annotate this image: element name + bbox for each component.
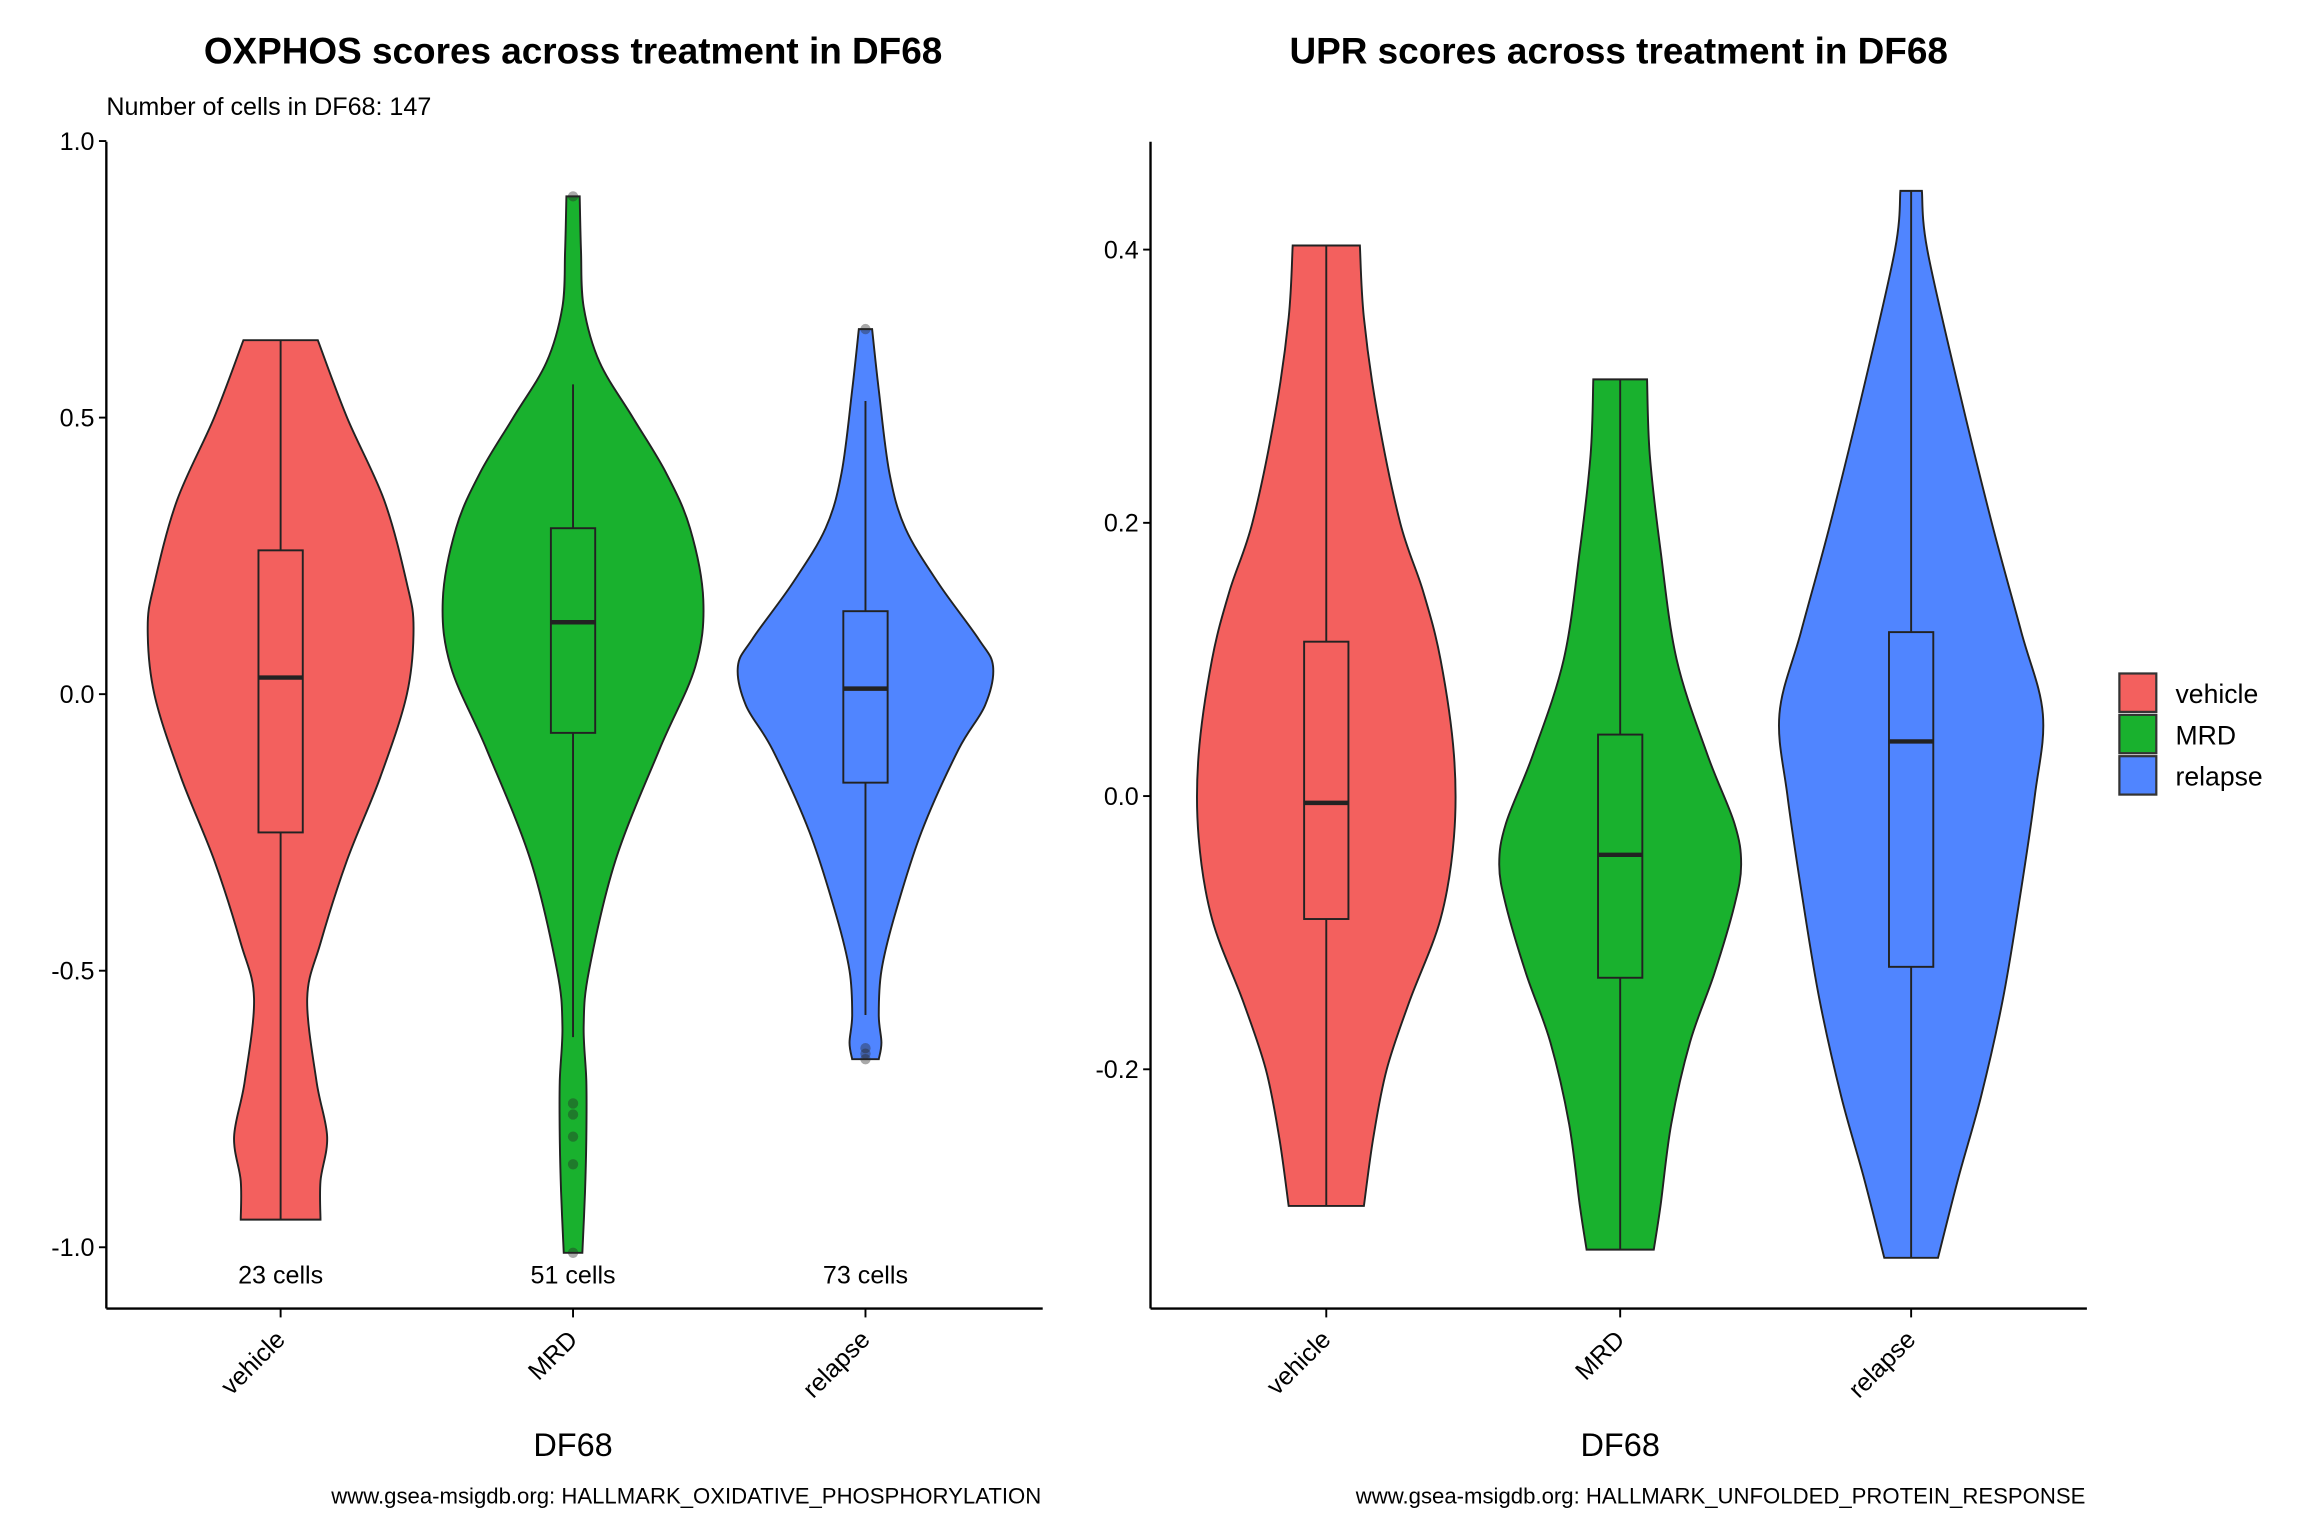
x-tick-label: MRD bbox=[1570, 1325, 1630, 1385]
y-ticks: 0.4 0.2 0.0 -0.2 bbox=[1095, 236, 1151, 1084]
x-axis-title: DF68 bbox=[533, 1427, 612, 1463]
cell-count-labels: 23 cells 51 cells 73 cells bbox=[238, 1261, 908, 1289]
cell-count-label: 23 cells bbox=[238, 1261, 323, 1289]
y-tick-label: 0.0 bbox=[1104, 783, 1139, 811]
box-relapse bbox=[1888, 631, 1935, 968]
chart-caption: www.gsea-msigdb.org: HALLMARK_OXIDATIVE_… bbox=[330, 1484, 1041, 1509]
y-tick-label: 0.5 bbox=[60, 404, 95, 432]
oxphos-panel: OXPHOS scores across treatment in DF68 N… bbox=[51, 31, 1043, 1509]
legend-swatch-relapse bbox=[2118, 755, 2158, 796]
y-tick-label: 0.2 bbox=[1104, 510, 1139, 538]
chart-subtitle: Number of cells in DF68: 147 bbox=[106, 93, 431, 121]
x-ticks: vehicle MRD relapse bbox=[216, 1308, 876, 1403]
plot-area bbox=[146, 191, 995, 1258]
outlier-point bbox=[567, 1109, 579, 1120]
plot-area bbox=[1195, 189, 2045, 1259]
x-ticks: vehicle MRD relapse bbox=[1261, 1308, 1921, 1403]
outlier-point bbox=[567, 1098, 579, 1109]
legend-label: vehicle bbox=[2176, 679, 2259, 709]
x-tick-label: relapse bbox=[1843, 1325, 1921, 1403]
y-ticks: 1.0 0.5 0.0 -0.5 -1.0 bbox=[51, 128, 107, 1262]
box-vehicle bbox=[257, 549, 304, 834]
outlier-point bbox=[860, 323, 871, 335]
x-tick-label: vehicle bbox=[1261, 1325, 1336, 1400]
legend-label: relapse bbox=[2176, 762, 2263, 792]
outlier-point bbox=[567, 1159, 579, 1170]
chart-caption: www.gsea-msigdb.org: HALLMARK_UNFOLDED_P… bbox=[1355, 1484, 2086, 1509]
legend-swatch-vehicle bbox=[2118, 672, 2158, 713]
box-vehicle bbox=[1303, 640, 1350, 920]
x-tick-label: vehicle bbox=[216, 1325, 291, 1400]
y-tick-label: -1.0 bbox=[51, 1234, 94, 1262]
legend-label: MRD bbox=[2176, 720, 2237, 750]
x-tick-label: MRD bbox=[523, 1325, 583, 1385]
outlier-point bbox=[860, 1042, 871, 1054]
y-tick-label: 0.0 bbox=[60, 681, 95, 709]
outlier-point bbox=[567, 191, 579, 202]
y-tick-label: -0.2 bbox=[1095, 1056, 1138, 1084]
cell-count-label: 73 cells bbox=[823, 1261, 908, 1289]
upr-panel: UPR scores across treatment in DF68 0.40… bbox=[1095, 31, 2262, 1509]
y-tick-label: -0.5 bbox=[51, 958, 94, 986]
y-tick-label: 1.0 bbox=[60, 128, 95, 156]
legend-swatch-MRD bbox=[2118, 713, 2158, 755]
box-relapse bbox=[842, 610, 889, 784]
chart-title: UPR scores across treatment in DF68 bbox=[1289, 31, 1947, 72]
x-axis-title: DF68 bbox=[1580, 1427, 1659, 1463]
y-tick-label: 0.4 bbox=[1104, 236, 1139, 264]
outlier-point bbox=[567, 1131, 579, 1142]
legend: vehicle MRD relapse bbox=[2118, 672, 2263, 796]
chart-title: OXPHOS scores across treatment in DF68 bbox=[204, 31, 942, 72]
cell-count-label: 51 cells bbox=[530, 1261, 615, 1289]
outlier-point bbox=[860, 1054, 871, 1065]
outlier-point bbox=[860, 1048, 871, 1059]
outlier-point bbox=[567, 1247, 579, 1258]
x-tick-label: relapse bbox=[798, 1325, 876, 1403]
box-MRD bbox=[549, 527, 597, 734]
